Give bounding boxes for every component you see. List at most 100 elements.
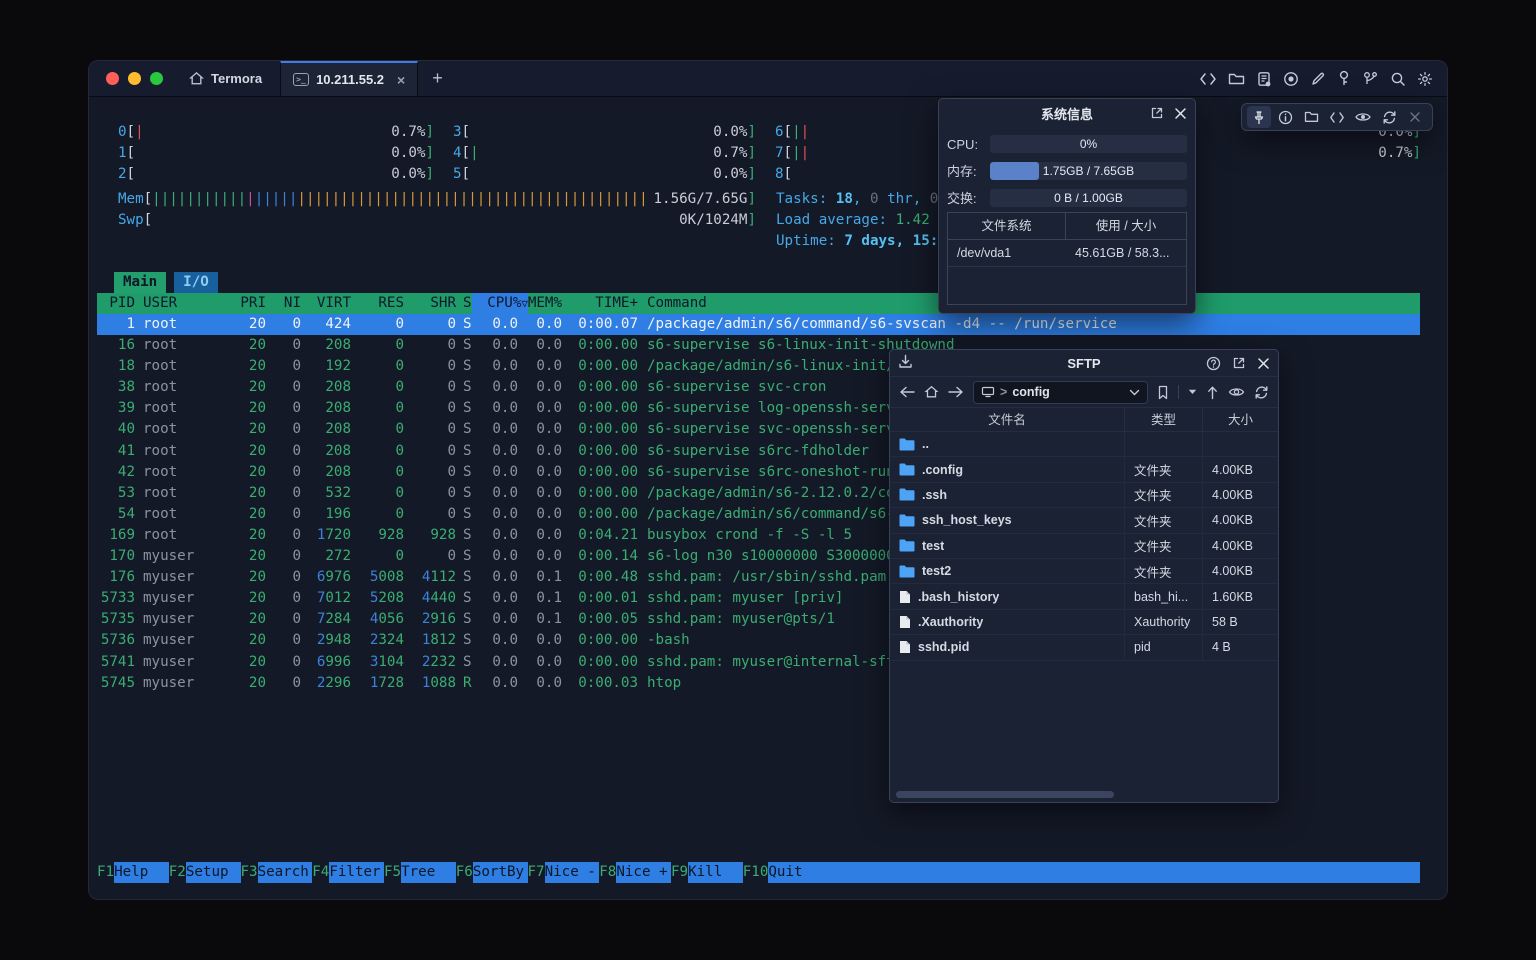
process-row[interactable]: 38 root 20 0 208 0 0 S 0.0 0.0 0:00.00 s6-supervise…: [117, 379, 827, 396]
file-col-size[interactable]: 大小: [1227, 413, 1253, 427]
process-row[interactable]: 5733 myuser 20 0 7012 5208 4440 S 0.0 0.1 0:00.01 s…: [100, 590, 844, 607]
close-window-button[interactable]: [106, 72, 119, 85]
file-row[interactable]: .Xauthority Xauthority 58 B: [890, 609, 1278, 636]
file-col-type[interactable]: 类型: [1125, 408, 1203, 432]
fkey-f2[interactable]: F2 Setup: [168, 861, 241, 883]
close-icon[interactable]: [1403, 106, 1427, 128]
eye-icon[interactable]: [1351, 106, 1375, 128]
breadcrumb-segment[interactable]: config: [1012, 385, 1050, 399]
col-time[interactable]: TIME+: [595, 295, 638, 311]
fkey-f1[interactable]: F1 Help: [97, 861, 169, 883]
process-row[interactable]: 169 root 20 0 1720 928 928 S 0.0 0.0 0:04.21 busybo…: [109, 526, 852, 543]
open-in-window-icon[interactable]: [1232, 356, 1246, 370]
col-mem[interactable]: MEM%: [527, 295, 562, 311]
file-row[interactable]: .ssh 文件夹 4.00KB: [890, 482, 1278, 509]
code-icon[interactable]: [1325, 106, 1349, 128]
col-cpu-sorted[interactable]: CPU%▽: [472, 293, 528, 314]
fkey-f8[interactable]: F8 Nice +: [599, 861, 671, 883]
process-row[interactable]: 16 root 20 0 208 0 0 S 0.0 0.0 0:00.00 s6-supervise…: [117, 337, 955, 354]
col-pri[interactable]: PRI: [240, 295, 266, 311]
fkey-f7[interactable]: F7 Nice -: [527, 861, 600, 883]
filesystem-row[interactable]: /dev/vda1 45.61GB / 58.3...: [948, 240, 1186, 267]
process-row[interactable]: 176 myuser 20 0 6976 5008 4112 S 0.0 0.1 0:00.48 ss…: [109, 569, 887, 586]
close-icon[interactable]: [1174, 107, 1187, 120]
titlebar-actions: [1199, 61, 1447, 96]
refresh-icon[interactable]: [1377, 106, 1401, 128]
close-icon[interactable]: [1257, 357, 1270, 370]
fkey-f4[interactable]: F4 Filter: [312, 861, 384, 883]
file-col-name[interactable]: 文件名: [890, 408, 1125, 432]
process-row[interactable]: 5745 myuser 20 0 2296 1728 1088 R 0.0 0.0 0:00.03 h…: [100, 674, 682, 691]
folder-icon[interactable]: [1228, 71, 1245, 87]
memory-usage-fill: [990, 161, 1040, 180]
htop-tab-main[interactable]: Main: [114, 272, 167, 293]
process-row[interactable]: 39 root 20 0 208 0 0 S 0.0 0.0 0:00.00 s6-supervise…: [117, 400, 895, 417]
process-row[interactable]: 5735 myuser 20 0 7284 4056 2916 S 0.0 0.1 0:00.05 s…: [100, 611, 835, 628]
file-row[interactable]: .bash_history bash_hi... 1.60KB: [890, 584, 1278, 610]
record-icon[interactable]: [1283, 71, 1299, 87]
chevron-down-icon[interactable]: [1129, 389, 1140, 396]
key-icon[interactable]: [1337, 70, 1351, 87]
col-ni[interactable]: NI: [283, 295, 301, 311]
home-tab[interactable]: Termora: [179, 61, 280, 96]
bookmark-icon[interactable]: [1157, 385, 1169, 400]
edit-icon[interactable]: [1310, 71, 1326, 87]
col-shr[interactable]: SHR: [430, 295, 456, 311]
upload-icon[interactable]: [1206, 385, 1219, 400]
file-row[interactable]: sshd.pid pid 4 B: [890, 635, 1278, 661]
log-icon[interactable]: [1256, 71, 1272, 87]
new-tab-button[interactable]: +: [432, 68, 443, 88]
file-row[interactable]: ssh_host_keys 文件夹 4.00KB: [890, 508, 1278, 534]
sftp-panel: SFTP > config: [889, 349, 1279, 803]
help-icon[interactable]: [1206, 356, 1221, 371]
col-user[interactable]: USER: [143, 295, 178, 311]
zoom-window-button[interactable]: [150, 72, 163, 85]
keychain-icon[interactable]: [1362, 70, 1379, 87]
process-row[interactable]: 5741 myuser 20 0 6996 3104 2232 S 0.0 0.0 0:00.00 s…: [100, 653, 895, 670]
bookmark-menu-icon[interactable]: [1188, 389, 1197, 395]
col-pid[interactable]: PID: [109, 295, 135, 311]
refresh-icon[interactable]: [1254, 385, 1269, 400]
back-icon[interactable]: [899, 386, 915, 398]
fkey-f5[interactable]: F5 Tree: [384, 861, 456, 883]
process-row[interactable]: 1 root 20 0 424 0 0 S 0.0 0.0 0:00.07/package/admi…: [97, 314, 1420, 336]
folder-icon[interactable]: [1299, 106, 1323, 128]
code-icon[interactable]: [1199, 71, 1217, 87]
horizontal-scrollbar[interactable]: [896, 791, 1114, 798]
col-command[interactable]: Command: [647, 295, 707, 311]
fkey-f6[interactable]: F6 SortBy: [455, 861, 528, 883]
pin-icon[interactable]: [1247, 106, 1271, 128]
folder-icon: [899, 483, 915, 507]
col-virt[interactable]: VIRT: [316, 295, 351, 311]
search-icon[interactable]: [1390, 71, 1406, 87]
file-row[interactable]: test2 文件夹 4.00KB: [890, 558, 1278, 585]
col-s[interactable]: S: [463, 295, 472, 311]
process-row[interactable]: 5736 myuser 20 0 2948 2324 1812 S 0.0 0.0 0:00.00-…: [100, 632, 690, 649]
sftp-toolbar: > config: [890, 377, 1278, 407]
download-icon[interactable]: [898, 354, 913, 372]
terminal-view[interactable]: 0[| 0.7%] 3[0.0%] 6[|| 0.0%] 1[0.0%] 4[| 0.7%] 7…: [89, 98, 1447, 899]
settings-icon[interactable]: [1417, 71, 1433, 87]
show-hidden-icon[interactable]: [1228, 386, 1245, 398]
file-row[interactable]: .config 文件夹 4.00KB: [890, 457, 1278, 483]
minimize-window-button[interactable]: [128, 72, 141, 85]
open-in-window-icon[interactable]: [1150, 106, 1164, 120]
file-row[interactable]: ..: [890, 432, 1278, 458]
col-res[interactable]: RES: [378, 295, 404, 311]
htop-tab-io[interactable]: I/O: [174, 272, 218, 293]
fkey-f9[interactable]: F9 Kill: [671, 861, 743, 883]
file-row[interactable]: test 文件夹 4.00KB: [890, 533, 1278, 559]
info-icon[interactable]: [1273, 106, 1297, 128]
path-breadcrumb[interactable]: > config: [973, 380, 1148, 404]
process-row[interactable]: 41 root 20 0 208 0 0 S 0.0 0.0 0:00.00 s6-supervise…: [117, 442, 870, 459]
process-row[interactable]: 40 root 20 0 208 0 0 S 0.0 0.0 0:00.00 s6-supervise…: [117, 421, 895, 438]
process-row[interactable]: 53 root 20 0 532 0 0 S 0.0 0.0 0:00.00/package/adm…: [117, 484, 895, 501]
process-row[interactable]: 170 myuser 20 0 272 0 0 S 0.0 0.0 0:00.14 s6-log n3…: [109, 548, 895, 565]
tab-close-icon[interactable]: ×: [397, 71, 406, 88]
fkey-f3[interactable]: F3 Search: [240, 861, 313, 883]
forward-icon[interactable]: [948, 386, 964, 398]
process-row[interactable]: 42 root 20 0 208 0 0 S 0.0 0.0 0:00.00 s6-supervise…: [117, 463, 895, 480]
tab-session[interactable]: >_ 10.211.55.2 ×: [280, 61, 419, 96]
fkey-f10[interactable]: F10 Quit: [742, 861, 823, 883]
home-icon[interactable]: [924, 385, 939, 399]
